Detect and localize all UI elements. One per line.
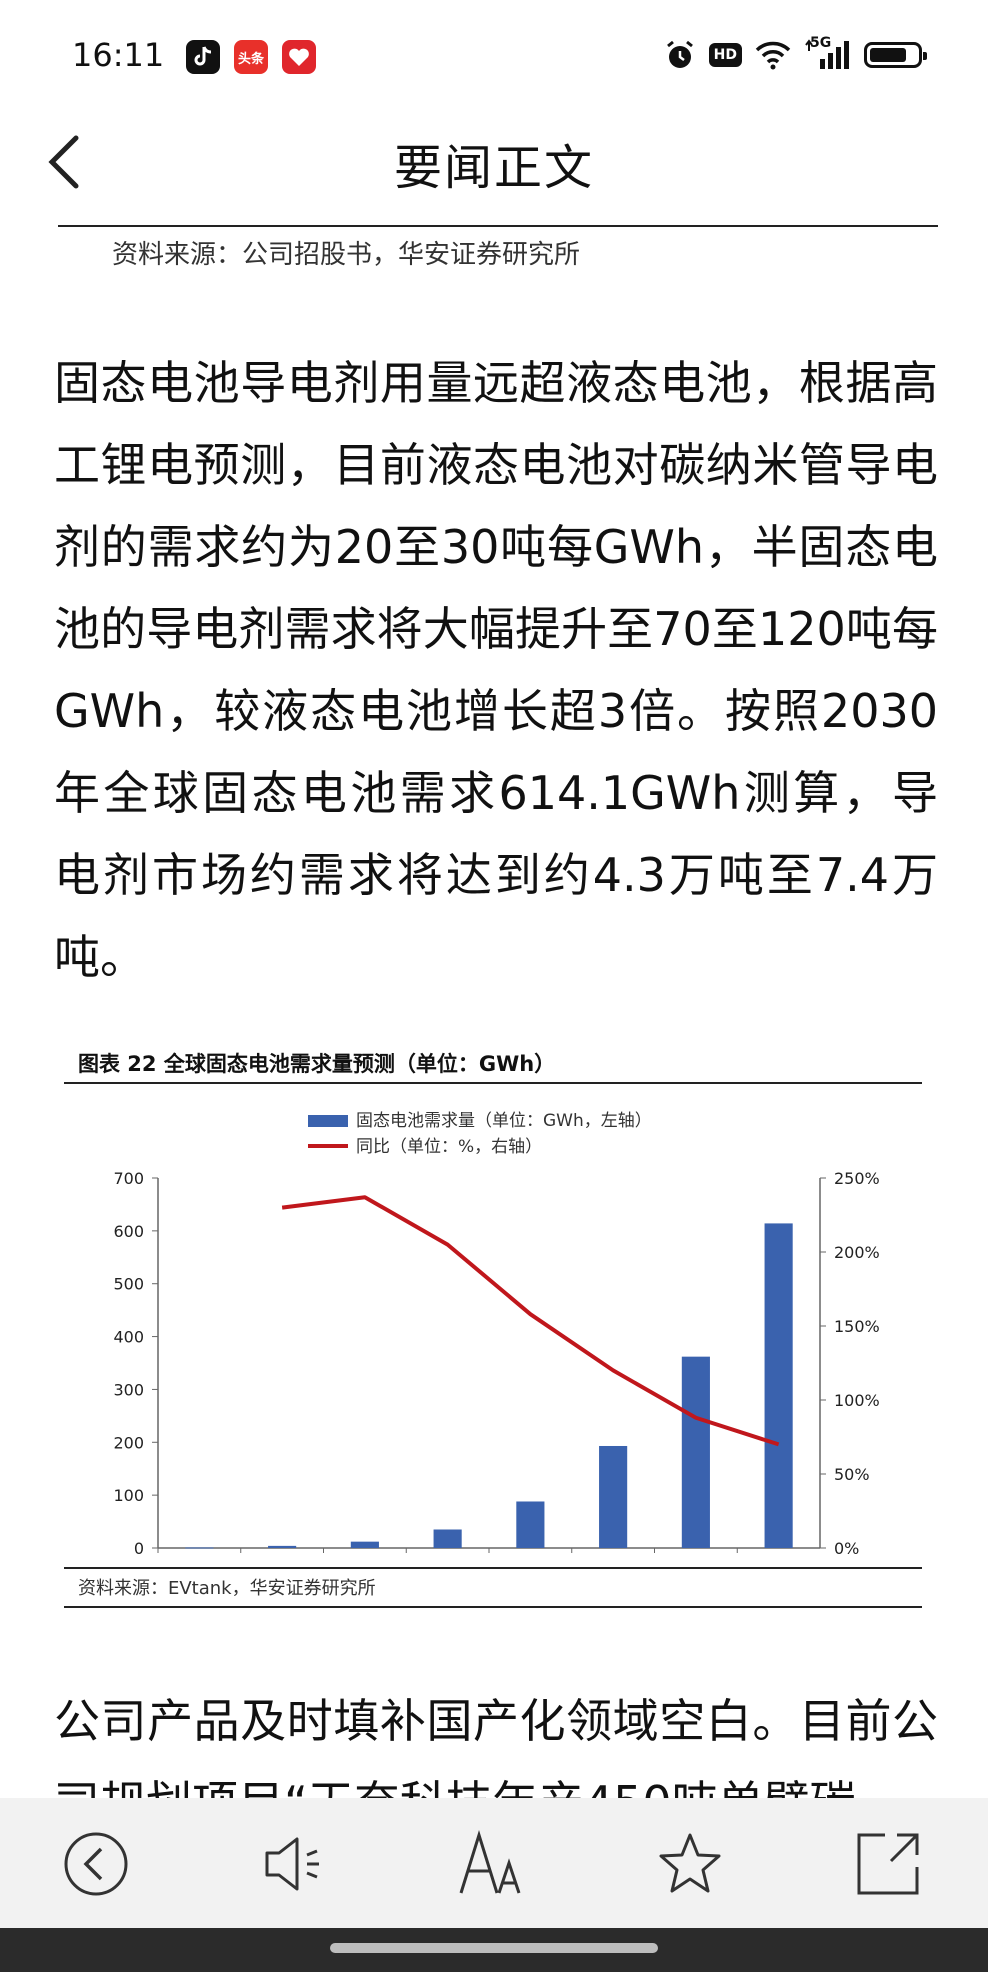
- left-tick-label: 0: [134, 1539, 144, 1558]
- yoy-growth-line: [281, 1195, 780, 1447]
- left-tick-label: 500: [113, 1275, 144, 1294]
- bottom-toolbar: [0, 1798, 988, 1928]
- chart-title: 图表 22 全球固态电池需求量预测（单位：GWh）: [78, 1052, 556, 1076]
- speaker-icon: [265, 1837, 319, 1891]
- network-label: 5G: [810, 35, 832, 51]
- left-tick-label: 100: [113, 1486, 144, 1505]
- hd-label: HD: [713, 47, 737, 63]
- left-tick-label: 400: [113, 1328, 144, 1347]
- read-aloud-button[interactable]: [258, 1828, 330, 1900]
- chart-axes: 0 100 200 300 400 500 600 700 0% 50% 100% 150% 200% 2…: [113, 1169, 879, 1558]
- chart-bottom-rule: [64, 1606, 922, 1608]
- bar-2025E: [350, 1541, 379, 1548]
- star-icon: [659, 1833, 721, 1893]
- legend-bar-swatch: [308, 1115, 348, 1127]
- right-tick-label: 150%: [834, 1317, 880, 1336]
- image-source-caption: 资料来源：公司招股书，华安证券研究所: [112, 240, 581, 270]
- right-tick-label: 250%: [834, 1169, 880, 1188]
- favorite-button[interactable]: [654, 1828, 726, 1900]
- gesture-bar: [0, 1928, 988, 1972]
- right-tick-label: 0%: [834, 1539, 859, 1558]
- bar-2027E: [516, 1501, 545, 1548]
- left-tick-label: 200: [113, 1433, 144, 1452]
- share-icon: [857, 1833, 919, 1895]
- left-tick-label: 600: [113, 1222, 144, 1241]
- home-indicator[interactable]: [330, 1943, 658, 1953]
- divider: [58, 225, 938, 227]
- chart-source-top-rule: [64, 1567, 922, 1569]
- chevron-left-icon: [48, 135, 79, 189]
- hd-icon: HD: [708, 43, 742, 67]
- chart-line: [281, 1195, 780, 1447]
- article-paragraph-2: 公司产品及时填补国产化领域空白。目前公司规划项目“天奈科技年产450吨单壁碳: [54, 1694, 938, 1798]
- bar-2030E: [764, 1223, 793, 1548]
- chart-top-rule: [64, 1082, 922, 1084]
- font-size-button[interactable]: [456, 1828, 528, 1900]
- nav-bar: 要闻正文: [0, 110, 988, 218]
- demand-forecast-chart: 固态电池需求量（单位：GWh，左轴） 同比（单位：%，右轴） 0 100 200 30…: [113, 1111, 879, 1558]
- article-paragraph: 固态电池导电剂用量远超液态电池，根据高工锂电预测，目前液态电池对碳纳米管导电剂的…: [54, 356, 938, 984]
- status-indicators: HD 5G: [663, 35, 927, 72]
- bar-2023: [185, 1547, 214, 1549]
- right-tick-label: 200%: [834, 1243, 880, 1262]
- alarm-icon: [666, 40, 693, 68]
- battery-icon: [864, 42, 927, 68]
- chart-legend: 固态电池需求量（单位：GWh，左轴） 同比（单位：%，右轴）: [308, 1111, 652, 1157]
- back-button[interactable]: [44, 132, 94, 192]
- wifi-icon: [755, 41, 791, 70]
- 5g-signal-icon: 5G: [804, 35, 852, 71]
- toutiao-icon: 头条: [234, 40, 268, 74]
- left-tick-label: 300: [113, 1380, 144, 1399]
- chart-source: 资料来源：EVtank，华安证券研究所: [78, 1578, 376, 1599]
- status-bar: 16:11 头条 HD 5G: [0, 0, 988, 110]
- toutiao-label: 头条: [237, 51, 264, 67]
- back-circle-button[interactable]: [60, 1828, 132, 1900]
- back-circle-icon: [64, 1832, 128, 1896]
- legend-line-label: 同比（单位：%，右轴）: [356, 1137, 542, 1157]
- bar-2026E: [433, 1529, 462, 1548]
- right-tick-label: 50%: [834, 1465, 870, 1484]
- right-tick-label: 100%: [834, 1391, 880, 1410]
- chart-bars: [185, 1223, 793, 1549]
- font-size-icon: [459, 1829, 521, 1894]
- legend-bar-label: 固态电池需求量（单位：GWh，左轴）: [356, 1111, 652, 1131]
- pinduoduo-icon: [282, 40, 316, 74]
- bar-2024E: [268, 1545, 297, 1548]
- article-content[interactable]: 资料来源：公司招股书，华安证券研究所 固态电池导电剂用量远超液态电池，根据高工锂…: [0, 218, 988, 1798]
- status-time: 16:11: [72, 36, 165, 74]
- page-title: 要闻正文: [393, 140, 594, 196]
- bar-2029E: [681, 1356, 710, 1548]
- bar-2028E: [599, 1445, 628, 1548]
- left-tick-label: 700: [113, 1169, 144, 1188]
- share-button[interactable]: [852, 1828, 924, 1900]
- tiktok-icon: [186, 40, 220, 74]
